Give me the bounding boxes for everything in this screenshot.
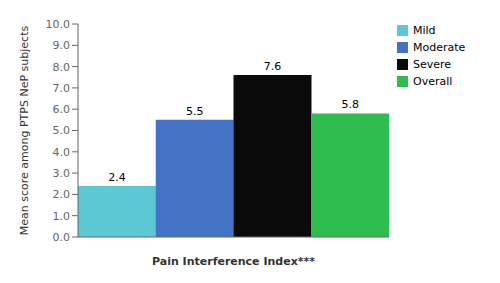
html-text:Overall: Overall	[413, 75, 453, 88]
html-text:Severe: Severe	[413, 58, 452, 71]
html-text:Moderate: Moderate	[413, 41, 466, 54]
svg-text:Pain Interference Index***: Pain Interference Index***	[152, 255, 315, 268]
svg-text:0.0: 0.0	[53, 231, 71, 244]
svg-text:5.5: 5.5	[186, 105, 204, 118]
svg-text:3.0: 3.0	[53, 167, 71, 180]
svg-text:5.8: 5.8	[342, 98, 360, 111]
svg-text:10.0: 10.0	[46, 18, 71, 31]
svg-text:2.4: 2.4	[108, 171, 126, 184]
svg-text:2.0: 2.0	[53, 188, 71, 201]
svg-text:9.0: 9.0	[53, 39, 71, 52]
svg-text:1.0: 1.0	[53, 210, 71, 223]
svg-text:7.0: 7.0	[53, 82, 71, 95]
svg-text:8.0: 8.0	[53, 61, 71, 74]
svg-text:7.6: 7.6	[264, 60, 282, 73]
svg-text:4.0: 4.0	[53, 146, 71, 159]
svg-text:Mean score among PTPS NeP subj: Mean score among PTPS NeP subjects	[18, 26, 31, 236]
svg-text:6.0: 6.0	[53, 103, 71, 116]
html-text:Mild: Mild	[413, 24, 436, 37]
svg-text:5.0: 5.0	[53, 124, 71, 137]
